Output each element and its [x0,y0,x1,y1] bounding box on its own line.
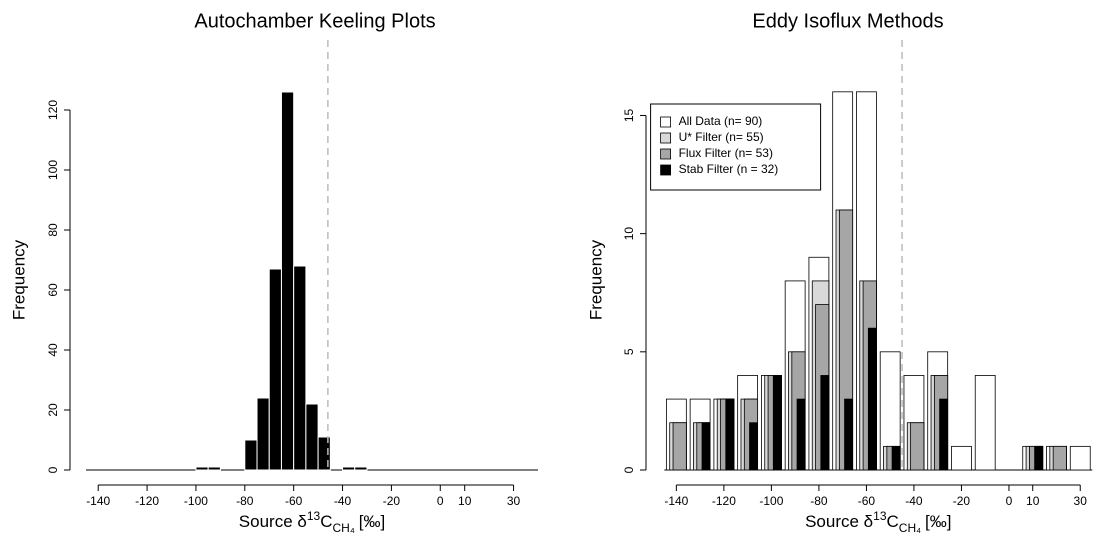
x-title-text: Source δ [805,512,873,531]
x-tick-label: 10 [1026,494,1040,508]
legend-label: U* Filter (n= 55) [679,130,764,144]
legend-swatch [660,116,671,128]
bar [305,403,319,471]
legend-swatch [660,132,671,144]
y-tick-label: 0 [46,466,60,473]
x-title-sub: CH₄ [899,521,921,535]
y-tick-label: 40 [46,343,60,357]
legend-label: All Data (n= 90) [679,114,763,128]
bar [256,397,270,471]
y-tick-label: 0 [622,466,636,473]
bar [207,466,221,471]
x-title-suffix: [‰] [359,512,385,531]
y-tick-label: 80 [46,223,60,237]
x-tick-label: -20 [953,494,971,508]
x-title-text: Source δ [239,512,307,531]
x-title-base: C [320,512,332,531]
legend-swatch [660,164,671,176]
x-tick-label: -80 [810,494,828,508]
x-tick-label: -60 [285,494,303,508]
bar [701,422,711,471]
x-title-base: C [887,512,899,531]
y-tick-label: 10 [622,227,636,241]
bar [951,445,972,471]
y-tick-label: 20 [46,403,60,417]
x-tick-label: -60 [858,494,876,508]
x-tick-label: -140 [86,494,110,508]
bar [910,422,925,471]
y-axis-title: Frequency [9,239,28,320]
x-tick-label: 0 [1006,494,1013,508]
x-title-sup: 13 [307,509,321,523]
bar [293,265,307,471]
bar [244,439,258,471]
bar [796,398,806,471]
x-axis-title: Source δ13CCH₄ [‰] [239,509,385,535]
bar [280,91,295,471]
bar [867,327,877,471]
y-tick-label: 60 [46,283,60,297]
legend-label: Stab Filter (n = 32) [679,162,779,176]
bar [820,375,830,471]
bar [1069,445,1091,471]
bar [974,375,996,471]
x-tick-label: -100 [759,494,783,508]
bar [844,398,854,471]
bar [772,375,782,471]
x-title-sup: 13 [873,509,887,523]
y-tick-label: 100 [46,160,60,180]
legend-label: Flux Filter (n= 53) [679,146,773,160]
bar [268,268,282,471]
x-tick-label: -100 [184,494,208,508]
bar [354,466,368,471]
y-tick-label: 120 [46,100,60,120]
x-axis-title: Source δ13CCH₄ [‰] [805,509,951,535]
x-title-suffix: [‰] [925,512,951,531]
x-tick-label: -20 [383,494,401,508]
x-tick-label: -120 [712,494,736,508]
x-tick-label: 10 [458,494,472,508]
bar [342,466,356,471]
bar [939,398,949,471]
y-tick-label: 5 [622,348,636,355]
x-tick-label: -120 [135,494,159,508]
x-tick-label: -40 [905,494,923,508]
x-tick-label: -40 [334,494,352,508]
x-tick-label: 30 [507,494,521,508]
bar [725,398,735,471]
x-tick-label: 30 [1074,494,1088,508]
bar [195,466,209,471]
x-tick-label: -80 [236,494,254,508]
bar [891,445,901,471]
bar [1034,445,1044,471]
y-axis-title: Frequency [586,239,605,320]
chart-title: Autochamber Keeling Plots [194,10,435,32]
legend-swatch [660,148,671,160]
bar [749,422,759,471]
x-tick-label: 0 [437,494,444,508]
x-title-sub: CH₄ [333,521,355,535]
y-tick-label: 15 [622,108,636,122]
bar [672,422,687,471]
bar [1052,445,1067,471]
x-tick-label: -140 [664,494,688,508]
chart-title: Eddy Isoflux Methods [752,10,943,32]
legend-box [650,103,822,191]
